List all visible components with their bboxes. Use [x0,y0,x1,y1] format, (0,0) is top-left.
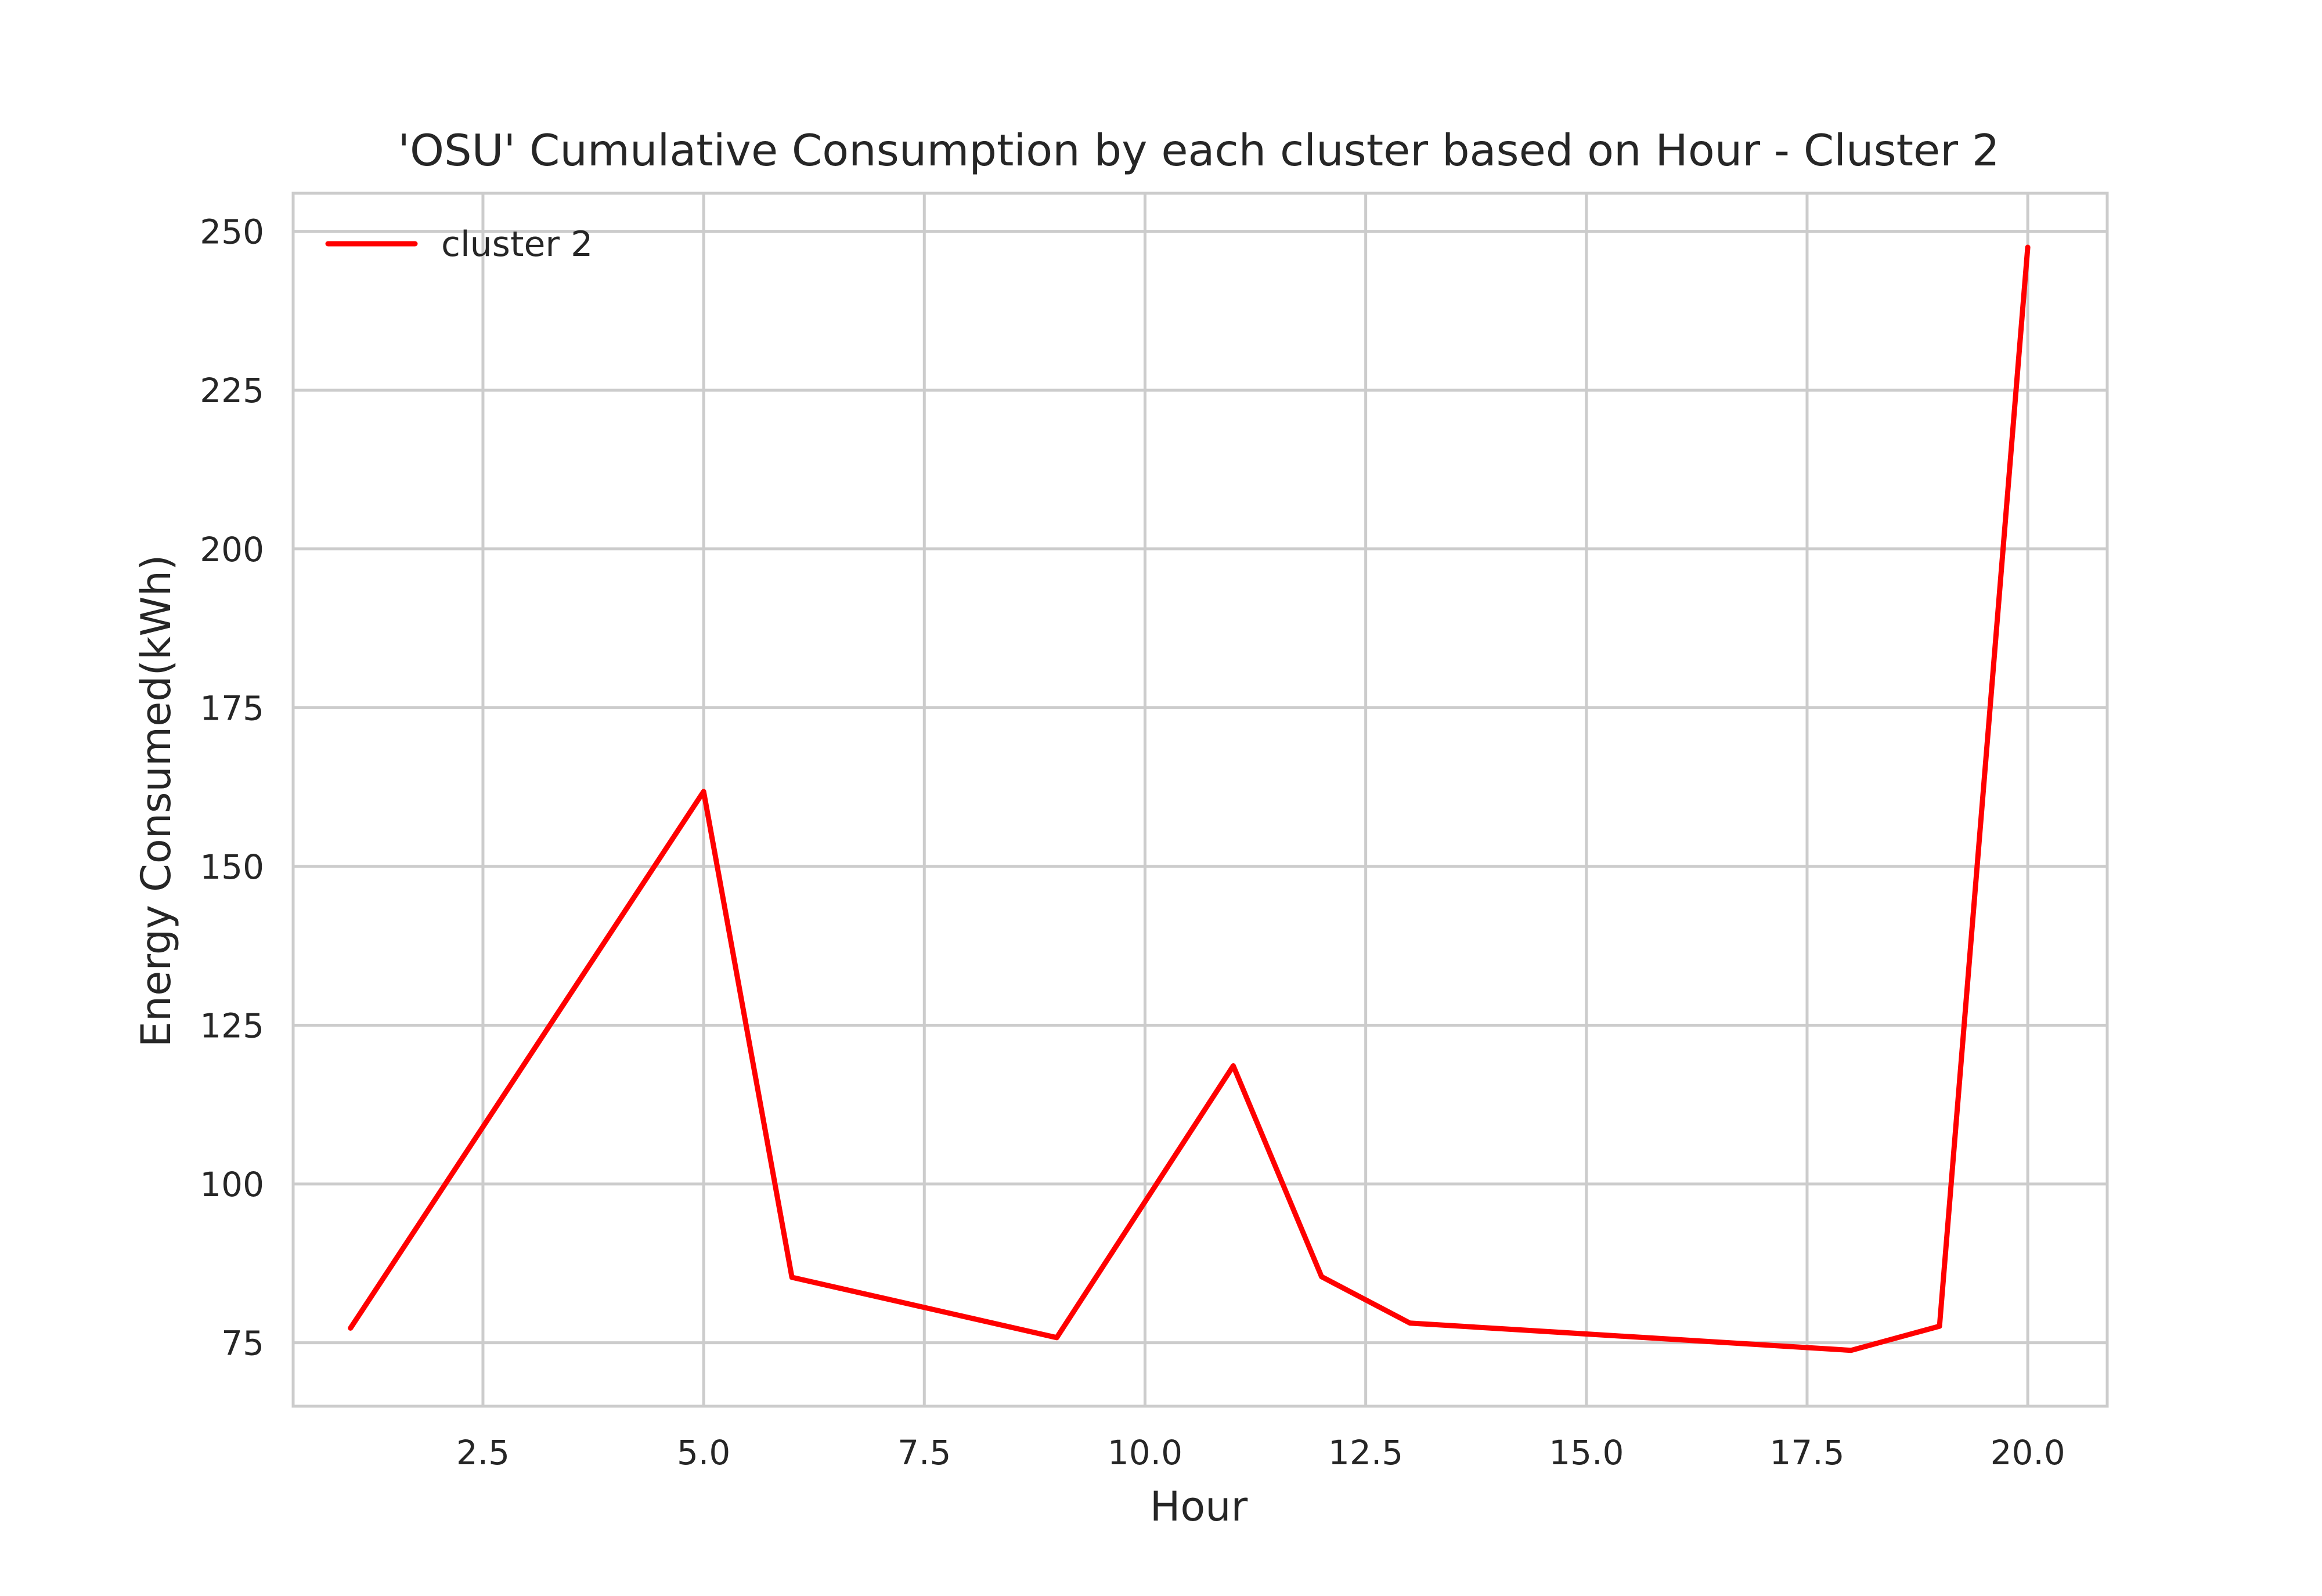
legend: cluster 2 [325,224,593,265]
grid [293,193,2107,1406]
y-tick-label: 125 [200,1006,264,1045]
series-layer [348,244,2031,1353]
plot-frame [291,192,2109,1408]
y-tick-label: 250 [200,212,264,252]
y-tick-label: 200 [200,530,264,569]
x-tick-label: 7.5 [897,1433,951,1472]
legend-label-cluster-2: cluster 2 [441,224,593,265]
x-tick-label: 2.5 [456,1433,510,1472]
tick-labels: 2.5 5.0 7.5 10.0 12.5 15.0 17.5 20.0 75 100 125 150… [200,212,2065,1472]
x-tick-label: 12.5 [1328,1433,1403,1472]
series-line-cluster-2 [348,244,2031,1353]
x-tick-label: 20.0 [1991,1433,2065,1472]
y-tick-label: 225 [200,371,264,410]
y-tick-label: 175 [200,688,264,728]
y-tick-label: 150 [200,847,264,887]
x-axis-label: Hour [1150,1483,1248,1530]
x-tick-label: 10.0 [1108,1433,1182,1472]
y-axis-label: Energy Consumed(kWh) [132,555,180,1048]
chart-title: 'OSU' Cumulative Consumption by each clu… [398,125,1999,176]
y-tick-label: 75 [221,1324,264,1363]
x-tick-label: 17.5 [1769,1433,1844,1472]
x-tick-label: 5.0 [677,1433,730,1472]
x-tick-label: 15.0 [1549,1433,1624,1472]
y-tick-label: 100 [200,1165,264,1204]
